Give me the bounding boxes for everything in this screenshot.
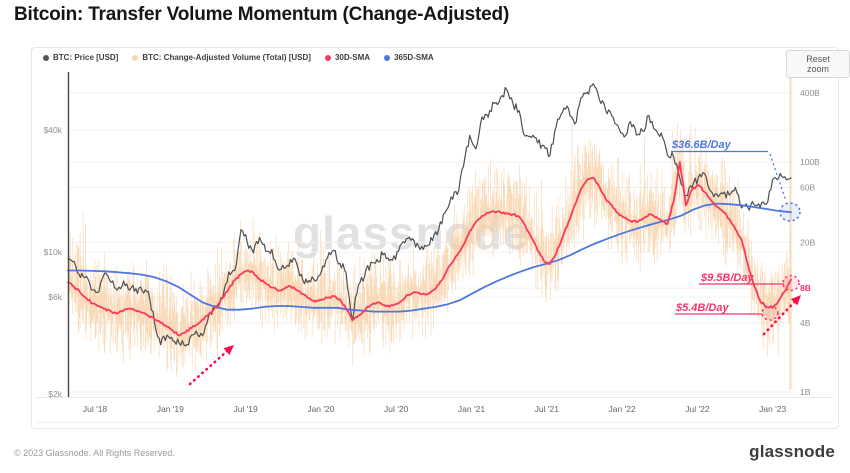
glassnode-logo: glassnode [749, 442, 835, 461]
legend-item-1[interactable]: BTC: Change-Adjusted Volume (Total) [USD… [132, 53, 311, 62]
glassnode-watermark: glassnode [293, 207, 530, 259]
legend-marker-icon [324, 54, 331, 61]
legend-item-2[interactable]: 30D-SMA [324, 53, 371, 62]
legend-label: 30D-SMA [334, 53, 371, 62]
legend-marker-icon [132, 54, 139, 61]
legend-marker-icon [384, 54, 391, 61]
copyright-text: © 2023 Glassnode. All Rights Reserved. [14, 448, 175, 458]
legend-label: BTC: Change-Adjusted Volume (Total) [USD… [142, 53, 311, 62]
legend-label: 365D-SMA [394, 53, 434, 62]
legend-label: BTC: Price [USD] [53, 53, 119, 62]
legend-item-3[interactable]: 365D-SMA [384, 53, 434, 62]
legend-marker-icon [43, 54, 49, 61]
page-title: Bitcoin: Transfer Volume Momentum (Chang… [14, 4, 510, 25]
legend-item-0[interactable]: BTC: Price [USD] [43, 53, 118, 62]
chart-legend: BTC: Price [USD] BTC: Change-Adjusted Vol… [43, 53, 434, 62]
reset-zoom-button[interactable]: Reset zoom [786, 50, 850, 78]
